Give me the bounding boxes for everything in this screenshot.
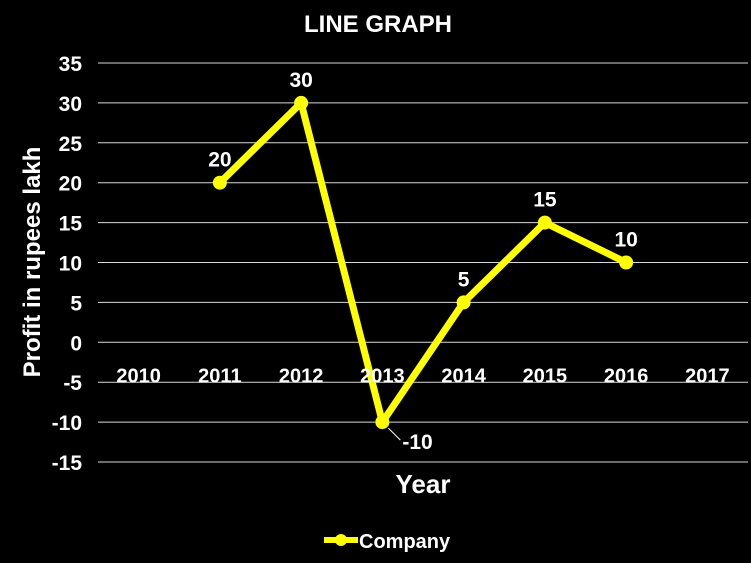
y-tick-label: 0 — [70, 332, 82, 355]
y-axis-title: Profit in rupees lakh — [19, 147, 46, 378]
chart-title: LINE GRAPH — [304, 11, 452, 38]
data-label: 30 — [289, 69, 312, 92]
y-tick-label: 5 — [70, 292, 82, 315]
data-point — [294, 95, 309, 110]
data-point — [537, 215, 552, 230]
legend-label: Company — [359, 531, 451, 553]
data-point — [619, 255, 634, 270]
data-point — [456, 295, 471, 310]
y-tick-label: -5 — [63, 372, 82, 395]
series-line — [216, 99, 630, 426]
legend-marker — [335, 534, 347, 546]
data-label: 10 — [614, 229, 637, 252]
data-label: 15 — [533, 189, 557, 212]
y-tick-label: -10 — [52, 412, 82, 435]
x-tick-label: 2016 — [604, 365, 649, 387]
legend: Company — [324, 531, 451, 553]
data-point — [375, 415, 390, 430]
label-leader-line — [388, 427, 401, 441]
y-tick-label: 30 — [59, 93, 82, 116]
x-axis-title: Year — [396, 469, 451, 499]
x-tick-label: 2010 — [116, 365, 161, 387]
x-tick-label: 2011 — [198, 365, 241, 387]
x-tick-label: 2012 — [279, 365, 324, 387]
y-tick-label: 10 — [59, 253, 82, 276]
data-label: 5 — [458, 268, 470, 291]
x-tick-label: 2015 — [523, 365, 568, 387]
data-label: -10 — [402, 431, 432, 454]
x-tick-label: 2017 — [685, 365, 730, 387]
series-layer — [212, 95, 634, 430]
x-tick-label: 2014 — [441, 365, 486, 387]
data-label: 20 — [208, 149, 231, 172]
y-tick-label: 35 — [59, 53, 83, 76]
y-tick-label: 15 — [59, 213, 83, 236]
y-tick-label: -15 — [52, 452, 83, 475]
y-tick-label: 20 — [59, 173, 82, 196]
gridlines — [98, 62, 748, 463]
data-point — [212, 175, 227, 190]
x-tick-label: 2013 — [360, 365, 405, 387]
y-tick-label: 25 — [59, 133, 83, 156]
